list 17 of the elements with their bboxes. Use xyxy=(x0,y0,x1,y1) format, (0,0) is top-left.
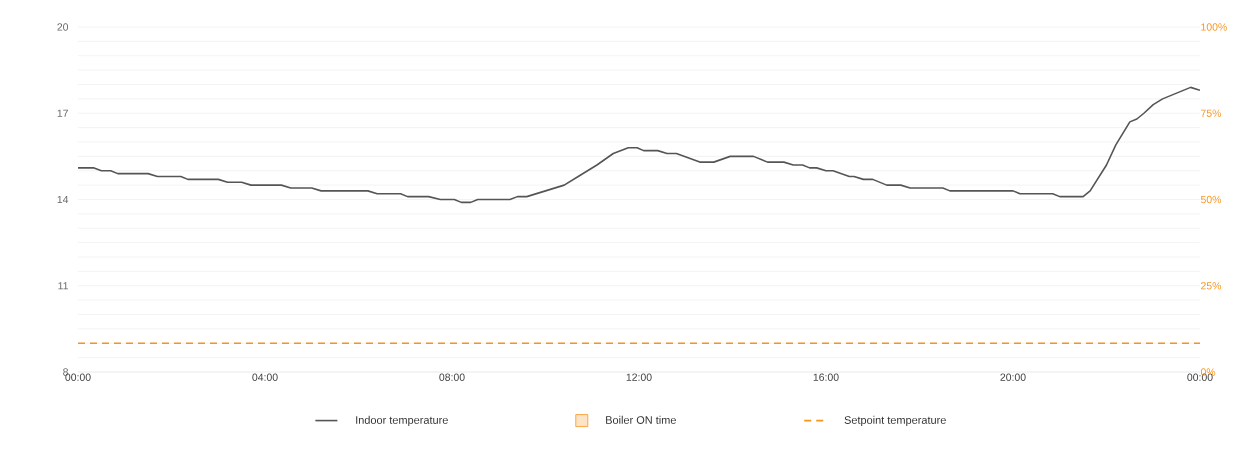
y-tick-label: 17 xyxy=(57,109,68,117)
line-series xyxy=(78,86,1200,204)
y-tick-label: 20 xyxy=(57,23,69,31)
y2-tick-label: 25% xyxy=(1201,282,1222,290)
x-tick-label: 16:00 xyxy=(813,373,839,381)
y2-tick-label: 75% xyxy=(1201,109,1222,117)
y2-tick-label: 50% xyxy=(1200,195,1222,204)
y2-tick-label: 100% xyxy=(1201,23,1227,31)
y-tick-label: 11 xyxy=(58,282,68,290)
legend-label: Indoor temperature xyxy=(356,415,448,427)
legend-label: Setpoint temperature xyxy=(844,415,946,427)
x-tick-label: 04:00 xyxy=(252,373,278,381)
x-tick-label: 12:00 xyxy=(626,373,652,381)
x-tick-label: 08:00 xyxy=(439,373,465,381)
x-tick-label: 20:00 xyxy=(1000,373,1026,381)
y-tick-label: 14 xyxy=(57,195,69,204)
legend-label: Boiler ON time xyxy=(606,415,676,424)
